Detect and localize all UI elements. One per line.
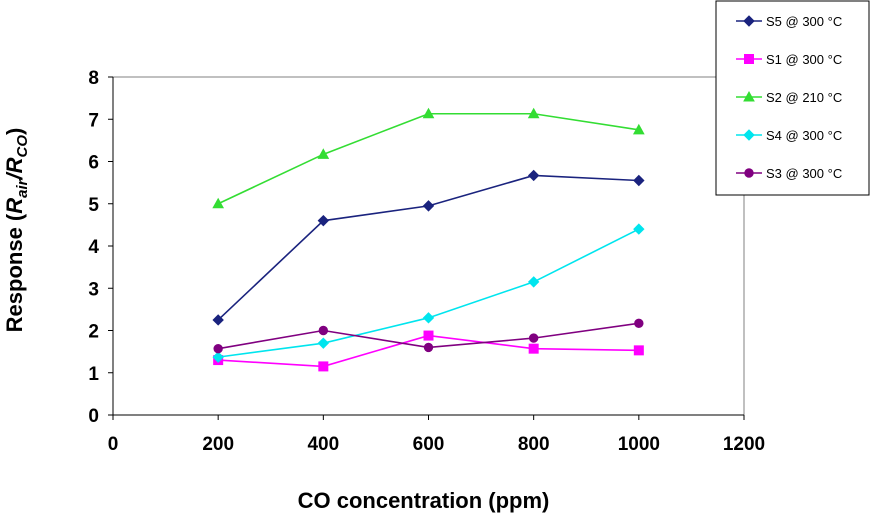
legend-label-s5-300-c: S5 @ 300 °C [766, 14, 842, 29]
data-point-s2-210-c [422, 107, 435, 119]
legend-label-s2-210-c: S2 @ 210 °C [766, 90, 842, 105]
series-s5-300-c [212, 169, 645, 326]
x-tick-label: 1200 [723, 434, 765, 455]
x-axis-title: CO concentration (ppm) [298, 488, 550, 513]
data-point-s5-300-c [212, 314, 224, 326]
axis-ticks: 0 1 2 3 4 5 6 7 8 0 200 400 600 800 1000 1200 [88, 68, 765, 455]
data-point-s3-300-c [423, 342, 434, 353]
series-s3-300-c [213, 318, 644, 354]
legend-box [715, 0, 870, 196]
legend-marker-s3-300-c [744, 168, 754, 178]
y-tick-label: 2 [88, 322, 99, 343]
data-point-s1-300-c [318, 361, 329, 372]
y-tick-label: 0 [88, 406, 99, 427]
data-point-s1-300-c [423, 330, 434, 341]
y-axis-title-r1: R [2, 198, 27, 214]
legend: S5 @ 300 °C S1 @ 300 °C S2 @ 210 °C S4 @ 30… [715, 0, 870, 196]
y-tick-label: 3 [88, 279, 99, 300]
legend-marker-s5-300-c [743, 15, 755, 27]
y-axis-title-prefix: Response ( [2, 213, 27, 332]
data-point-s4-300-c [212, 351, 224, 363]
legend-item-s5-300-c: S5 @ 300 °C [736, 14, 842, 29]
data-point-s2-210-c [212, 197, 225, 209]
legend-label-s3-300-c: S3 @ 300 °C [766, 166, 842, 181]
y-axis-title-r2: R [2, 157, 27, 173]
y-tick-label: 6 [88, 153, 99, 174]
data-point-s5-300-c [422, 200, 435, 212]
y-tick-label: 7 [88, 110, 99, 131]
series-s4-300-c [212, 223, 645, 363]
y-tick-label: 5 [88, 195, 99, 216]
legend-marker-s1-300-c [744, 54, 754, 64]
y-axis-title-slash: / [2, 171, 27, 181]
data-point-s4-300-c [527, 276, 540, 288]
data-point-s4-300-c [317, 337, 330, 349]
y-axis-title-suffix: ) [2, 128, 27, 135]
y-axis-title: Response (Rair/RCO) [2, 128, 31, 333]
legend-marker-s2-210-c [743, 90, 755, 102]
data-point-s1-300-c [528, 343, 539, 354]
data-point-s5-300-c [317, 214, 330, 227]
y-axis-title-sub1: air [14, 178, 31, 198]
x-tick-label: 400 [307, 434, 339, 455]
series-lines [212, 107, 645, 372]
data-point-s5-300-c [527, 169, 540, 182]
legend-item-s2-210-c: S2 @ 210 °C [736, 90, 842, 105]
legend-marker-s4-300-c [743, 129, 755, 141]
y-tick-label: 4 [88, 237, 99, 258]
legend-item-s3-300-c: S3 @ 300 °C [736, 166, 842, 181]
data-point-s3-300-c [528, 333, 539, 343]
x-tick-label: 1000 [618, 434, 660, 455]
data-point-s2-210-c [317, 148, 330, 159]
legend-item-s4-300-c: S4 @ 300 °C [736, 128, 842, 143]
series-s2-210-c [212, 107, 645, 209]
x-tick-label: 200 [202, 434, 234, 455]
data-point-s4-300-c [633, 223, 645, 235]
plot-area [112, 76, 745, 416]
data-point-s3-300-c [634, 318, 644, 329]
x-tick-label: 600 [413, 434, 445, 455]
legend-label-s1-300-c: S1 @ 300 °C [766, 52, 842, 67]
data-point-s4-300-c [422, 312, 435, 324]
y-axis-title-sub2: CO [14, 135, 31, 158]
legend-label-s4-300-c: S4 @ 300 °C [766, 128, 842, 143]
data-point-s5-300-c [633, 174, 645, 187]
y-tick-label: 1 [88, 364, 99, 385]
data-point-s2-210-c [527, 107, 540, 119]
y-tick-label: 8 [88, 68, 99, 89]
x-tick-label: 0 [108, 434, 119, 455]
plot-area-border [112, 76, 745, 416]
data-point-s2-210-c [632, 123, 645, 135]
data-point-s3-300-c [213, 343, 223, 354]
x-tick-label: 800 [518, 434, 550, 455]
data-point-s3-300-c [318, 325, 329, 336]
data-point-s1-300-c [633, 345, 644, 356]
legend-item-s1-300-c: S1 @ 300 °C [736, 52, 842, 67]
